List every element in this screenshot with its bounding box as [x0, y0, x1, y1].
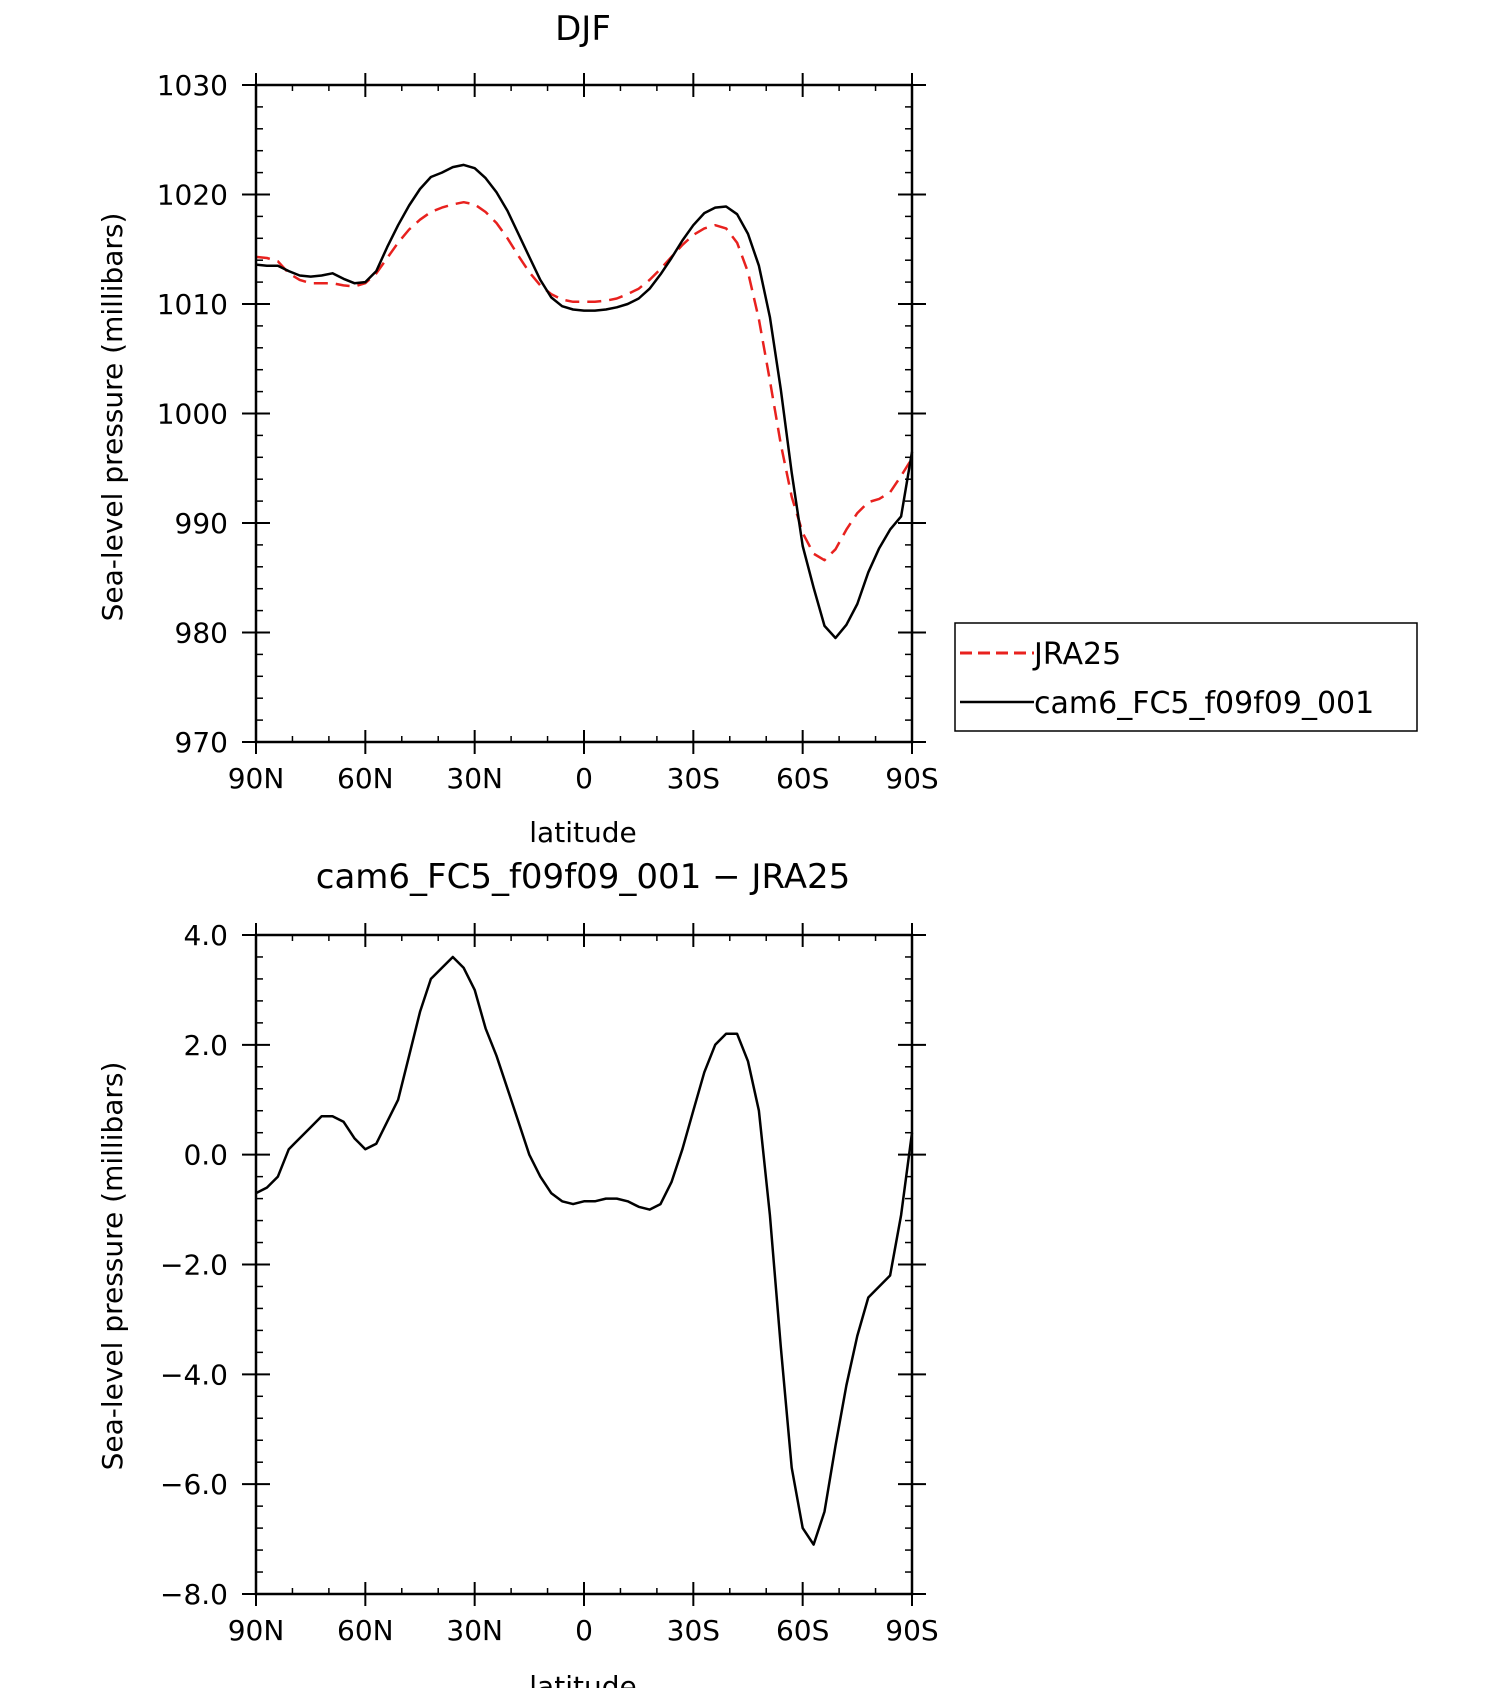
series-line-jra25 — [255, 200, 914, 562]
plot-frame — [254, 933, 914, 1596]
x-tick-label: 60S — [776, 762, 829, 795]
x-tick-label: 30S — [667, 762, 720, 795]
x-tick-label: 90N — [228, 1614, 285, 1647]
y-tick-label: 1020 — [157, 179, 228, 212]
x-tick-label: 0 — [575, 762, 593, 795]
y-tick-label: −4.0 — [160, 1358, 228, 1391]
series-layer — [255, 163, 914, 640]
tick-marks — [242, 923, 926, 1606]
y-tick-label: 4.0 — [183, 919, 228, 952]
tick-labels: 90N 60N 30N 0 30S 60S 90S 4.0 2.0 0.0 −2.0 −4.0 −6.0… — [160, 919, 939, 1647]
series-line-difference — [255, 955, 914, 1546]
x-tick-label: 30N — [446, 762, 503, 795]
x-tick-label: 60N — [337, 1614, 394, 1647]
slp-difference-panel: cam6_FC5_f09f09_001 − JRA25 latitude Sea… — [96, 857, 939, 1688]
legend-label-jra25: JRA25 — [1032, 637, 1121, 672]
y-axis-label: Sea-level pressure (millibars) — [96, 1062, 129, 1471]
legend-box — [954, 622, 1418, 732]
x-tick-label: 30N — [446, 1614, 503, 1647]
plot-frame — [254, 83, 914, 744]
legend: JRA25 cam6_FC5_f09f09_001 — [954, 622, 1418, 732]
x-tick-label: 90S — [885, 762, 938, 795]
y-tick-label: −2.0 — [160, 1249, 228, 1282]
series-line-cam6-fc5-f09f09-001 — [255, 163, 914, 640]
x-tick-label: 30S — [667, 1614, 720, 1647]
x-tick-label: 60S — [776, 1614, 829, 1647]
x-tick-label: 60N — [337, 762, 394, 795]
x-tick-label: 90N — [228, 762, 285, 795]
y-axis-label: Sea-level pressure (millibars) — [96, 213, 129, 622]
y-tick-label: −8.0 — [160, 1578, 228, 1611]
y-tick-label: 990 — [175, 507, 228, 540]
legend-label-cam6: cam6_FC5_f09f09_001 — [1034, 686, 1374, 721]
series-layer — [255, 955, 914, 1546]
y-tick-label: 2.0 — [183, 1029, 228, 1062]
x-tick-label: 0 — [575, 1614, 593, 1647]
y-tick-label: 1030 — [157, 69, 228, 102]
chart-title: cam6_FC5_f09f09_001 − JRA25 — [316, 857, 850, 897]
y-tick-label: 980 — [175, 617, 228, 650]
y-tick-label: 1000 — [157, 398, 228, 431]
x-tick-label: 90S — [885, 1614, 938, 1647]
x-axis-label: latitude — [529, 816, 636, 849]
y-tick-label: −6.0 — [160, 1468, 228, 1501]
y-tick-label: 0.0 — [183, 1139, 228, 1172]
x-axis-label: latitude — [529, 1670, 636, 1688]
tick-labels: 90N 60N 30N 0 30S 60S 90S 1030 1020 1010 1000 990 98… — [157, 69, 939, 795]
y-tick-label: 1010 — [157, 288, 228, 321]
slp-djf-panel: DJF latitude Sea-level pressure (milliba… — [96, 9, 1418, 849]
y-tick-label: 970 — [175, 726, 228, 759]
tick-marks — [242, 73, 926, 754]
chart-title: DJF — [555, 9, 611, 49]
